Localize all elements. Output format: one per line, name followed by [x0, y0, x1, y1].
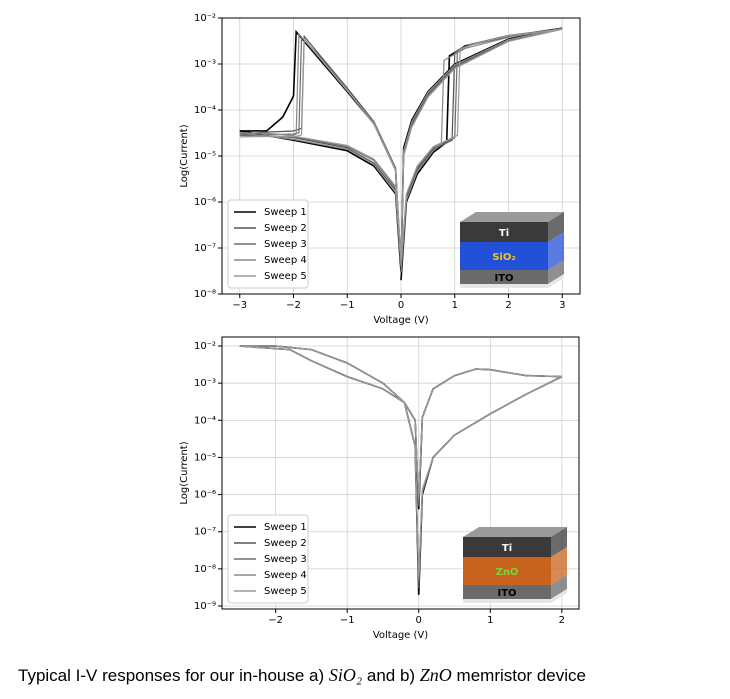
legend-label: Sweep 4 [264, 570, 307, 581]
chart: −3 −2 −1 0 1 2 3 10⁻⁸ 10⁻⁷ 10⁻⁶ 10⁻⁵ 10⁻⁴ 10⁻³ 10⁻² Vo… [179, 13, 581, 326]
y-tick-label: 10⁻⁸ [194, 564, 216, 575]
x-tick-label: −2 [286, 300, 301, 311]
caption-text: memristor device [452, 666, 586, 685]
y-tick-label: 10⁻⁵ [194, 452, 216, 463]
layer-side [548, 260, 564, 284]
y-tick-label: 10⁻⁶ [194, 197, 216, 208]
y-tick-label: 10⁻³ [194, 378, 216, 389]
x-axis-label: Voltage (V) [373, 315, 428, 326]
legend-label: Sweep 4 [264, 255, 307, 266]
layer-front [463, 537, 551, 557]
x-axis-label: Voltage (V) [373, 630, 428, 641]
layer-side [548, 232, 564, 270]
y-tick-label: 10⁻⁶ [194, 490, 216, 501]
y-tick-label: 10⁻⁹ [194, 601, 216, 612]
legend-label: Sweep 2 [264, 538, 307, 549]
layer-front [460, 270, 548, 284]
device-inset: Ti SiO₂ ITO [460, 212, 564, 288]
legend-label: Sweep 1 [264, 207, 307, 218]
y-tick-label: 10⁻³ [194, 59, 216, 70]
x-tick-label: 1 [487, 615, 493, 626]
y-tick-label: 10⁻⁷ [194, 243, 216, 254]
layer-label: ITO [497, 588, 516, 599]
x-tick-label: −1 [340, 300, 355, 311]
legend-label: Sweep 3 [264, 239, 307, 250]
legend-label: Sweep 3 [264, 554, 307, 565]
legend-label: Sweep 5 [264, 586, 307, 597]
layer-front [463, 557, 551, 585]
y-tick-label: 10⁻⁴ [194, 105, 216, 116]
caption-math: SiO₂ [329, 665, 362, 685]
series-line [239, 27, 563, 273]
y-axis-label: Log(Current) [179, 441, 190, 504]
layer-front [460, 222, 548, 242]
y-tick-label: 10⁻⁷ [194, 527, 216, 538]
x-tick-label: 0 [398, 300, 404, 311]
chart: −2 −1 0 1 2 10⁻⁹ 10⁻⁸ 10⁻⁷ 10⁻⁶ 10⁻⁵ 10⁻⁴ 10⁻³ 10⁻² V… [179, 336, 580, 641]
x-tick-label: −2 [268, 615, 283, 626]
series-line [239, 345, 563, 578]
y-tick-label: 10⁻² [194, 13, 216, 24]
x-tick-label: 0 [416, 615, 422, 626]
stack-top [463, 527, 567, 537]
axes-frame [221, 336, 580, 610]
layer-side [551, 547, 567, 585]
x-tick-label: 1 [452, 300, 458, 311]
series-line [239, 28, 563, 262]
legend-label: Sweep 2 [264, 223, 307, 234]
caption-math: ZnO [420, 665, 452, 685]
layer-label: ITO [494, 273, 513, 284]
caption: Typical I-V responses for our in-house a… [18, 665, 586, 685]
layer-front [460, 242, 548, 270]
caption-text: and b) [362, 666, 420, 685]
layer-label: ZnO [496, 567, 519, 578]
y-tick-label: 10⁻⁵ [194, 151, 216, 162]
device-inset: Ti ZnO ITO [463, 527, 567, 603]
legend-label: Sweep 1 [264, 522, 307, 533]
axes-frame [221, 17, 581, 295]
caption-text: Typical I-V responses for our in-house a… [18, 666, 329, 685]
layer-front [463, 585, 551, 599]
y-tick-label: 10⁻⁸ [194, 289, 216, 300]
legend-box [227, 514, 309, 604]
layer-side [551, 575, 567, 599]
y-axis-label: Log(Current) [179, 124, 190, 187]
layer-label: Ti [502, 543, 512, 554]
legend-box [227, 199, 309, 289]
x-tick-label: 2 [505, 300, 511, 311]
y-tick-label: 10⁻² [194, 341, 216, 352]
x-tick-label: −3 [232, 300, 247, 311]
x-tick-label: 3 [559, 300, 565, 311]
stack-base [463, 589, 567, 603]
stack-top [460, 212, 564, 222]
y-tick-label: 10⁻⁴ [194, 415, 216, 426]
stack-base [460, 274, 564, 288]
layer-label: Ti [499, 228, 509, 239]
layer-label: SiO₂ [492, 252, 516, 263]
legend-label: Sweep 5 [264, 271, 307, 282]
x-tick-label: −1 [340, 615, 355, 626]
x-tick-label: 2 [559, 615, 565, 626]
